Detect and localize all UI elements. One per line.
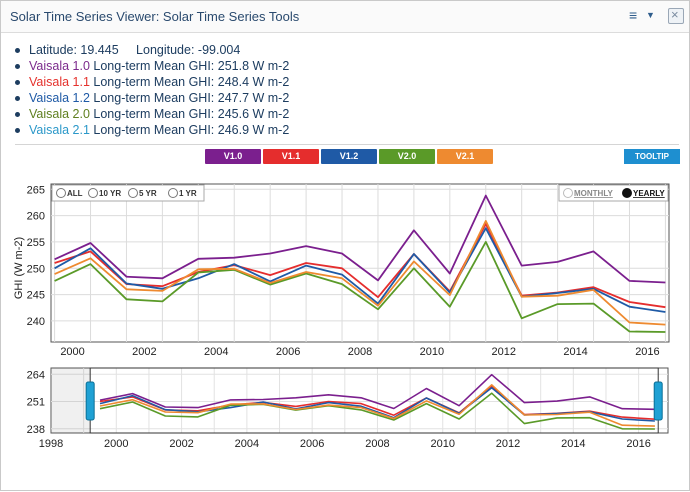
- nav-x-tick-label: 2006: [300, 438, 324, 450]
- stat-row: Vaisala 1.0 Long-term Mean GHI: 251.8 W …: [15, 58, 289, 74]
- navigator-series-v1-0: [99, 373, 655, 411]
- dataset-button-v1-0[interactable]: V1.0: [205, 149, 261, 164]
- stat-row: Vaisala 1.1 Long-term Mean GHI: 248.4 W …: [15, 74, 289, 90]
- nav-x-tick-label: 2014: [561, 438, 585, 450]
- stat-row: Vaisala 1.2 Long-term Mean GHI: 247.7 W …: [15, 90, 289, 106]
- nav-y-tick-label: 238: [27, 424, 45, 436]
- series-line-v1-2: [54, 227, 666, 313]
- hamburger-menu-button[interactable]: ≡ ▼: [629, 7, 659, 25]
- close-button[interactable]: ×: [668, 7, 684, 24]
- range-radio-5-yr[interactable]: [128, 188, 138, 198]
- mean-ghi-text: Long-term Mean GHI: 246.9 W m-2: [89, 123, 290, 137]
- range-radio-all[interactable]: [56, 188, 66, 198]
- navigator-area: [50, 367, 669, 434]
- stat-row: Vaisala 2.0 Long-term Mean GHI: 245.6 W …: [15, 106, 289, 122]
- period-radio-monthly[interactable]: [563, 188, 573, 198]
- stats-list: Latitude: 19.445 Longitude: -99.004 Vais…: [15, 42, 289, 138]
- caret-down-icon: ▼: [646, 10, 655, 20]
- x-tick-label: 2002: [132, 346, 156, 358]
- y-tick-label: 240: [27, 316, 45, 328]
- dataset-name: Vaisala 1.1: [29, 75, 90, 89]
- range-label: 10 YR: [99, 189, 121, 198]
- latitude-text: Latitude: 19.445: [29, 43, 119, 57]
- range-selector: [51, 184, 205, 202]
- title-bar: Solar Time Series Viewer: Solar Time Ser…: [1, 1, 689, 33]
- dataset-name: Vaisala 2.0: [29, 107, 90, 121]
- range-label: ALL: [67, 189, 83, 198]
- stat-row: Vaisala 2.1 Long-term Mean GHI: 246.9 W …: [15, 122, 289, 138]
- nav-x-tick-label: 2004: [235, 438, 259, 450]
- navigator-handle-right[interactable]: [653, 381, 663, 421]
- plot-area: [50, 183, 670, 343]
- navigator-series-v1-2: [99, 386, 655, 422]
- y-tick-label: 250: [27, 263, 45, 275]
- location-row: Latitude: 19.445 Longitude: -99.004: [15, 42, 289, 58]
- y-axis-label: GHI (W m-2): [13, 237, 25, 299]
- longitude-text: Longitude: -99.004: [136, 43, 241, 57]
- mean-ghi-text: Long-term Mean GHI: 247.7 W m-2: [89, 91, 290, 105]
- nav-x-tick-label: 2010: [431, 438, 455, 450]
- divider: [15, 144, 679, 145]
- nav-x-tick-label: 1998: [39, 438, 63, 450]
- range-label: 1 YR: [179, 189, 197, 198]
- y-tick-label: 265: [27, 184, 45, 196]
- x-tick-label: 2010: [420, 346, 444, 358]
- nav-x-tick-label: 2000: [104, 438, 128, 450]
- x-tick-label: 2014: [563, 346, 587, 358]
- dataset-button-v1-1[interactable]: V1.1: [263, 149, 319, 164]
- dataset-name: Vaisala 2.1: [29, 123, 90, 137]
- dataset-button-v2-0[interactable]: V2.0: [379, 149, 435, 164]
- period-label: YEARLY: [633, 189, 665, 198]
- nav-x-tick-label: 2012: [496, 438, 520, 450]
- x-tick-label: 2008: [348, 346, 372, 358]
- range-label: 5 YR: [139, 189, 157, 198]
- close-icon: ×: [671, 7, 679, 22]
- range-radio-10-yr[interactable]: [88, 188, 98, 198]
- period-label: MONTHLY: [574, 189, 613, 198]
- series-line-v2-0: [54, 240, 666, 333]
- navigator-mask-left: [52, 368, 91, 433]
- navigator-selection[interactable]: [89, 367, 659, 434]
- range-radio-1-yr[interactable]: [168, 188, 178, 198]
- window-title: Solar Time Series Viewer: Solar Time Ser…: [10, 9, 300, 24]
- navigator-series-v2-0: [99, 392, 655, 430]
- x-tick-label: 2012: [491, 346, 515, 358]
- nav-x-tick-label: 2002: [169, 438, 193, 450]
- dataset-button-v2-1[interactable]: V2.1: [437, 149, 493, 164]
- nav-y-tick-label: 251: [27, 397, 45, 409]
- x-tick-label: 2016: [635, 346, 659, 358]
- hamburger-icon: ≡: [629, 7, 638, 23]
- series-line-v1-0: [54, 194, 666, 284]
- dataset-name: Vaisala 1.0: [29, 59, 90, 73]
- y-tick-label: 255: [27, 237, 45, 249]
- mean-ghi-text: Long-term Mean GHI: 248.4 W m-2: [89, 75, 290, 89]
- period-radio-yearly[interactable]: [622, 188, 632, 198]
- period-selector: [558, 184, 669, 202]
- y-tick-label: 245: [27, 290, 45, 302]
- dataset-button-v1-2[interactable]: V1.2: [321, 149, 377, 164]
- nav-y-tick-label: 264: [27, 369, 45, 381]
- tooltip-button[interactable]: TOOLTIP: [624, 149, 680, 164]
- navigator-series-v1-1: [99, 385, 655, 420]
- nav-x-tick-label: 2008: [365, 438, 389, 450]
- navigator-series-v2-1: [99, 383, 655, 427]
- mean-ghi-text: Long-term Mean GHI: 251.8 W m-2: [89, 59, 290, 73]
- x-tick-label: 2000: [60, 346, 84, 358]
- mean-ghi-text: Long-term Mean GHI: 245.6 W m-2: [89, 107, 290, 121]
- x-tick-label: 2006: [276, 346, 300, 358]
- navigator-handle-left[interactable]: [85, 381, 95, 421]
- series-line-v1-1: [54, 223, 666, 309]
- series-line-v2-1: [54, 219, 666, 326]
- dataset-name: Vaisala 1.2: [29, 91, 90, 105]
- y-tick-label: 260: [27, 211, 45, 223]
- nav-x-tick-label: 2016: [626, 438, 650, 450]
- x-tick-label: 2004: [204, 346, 228, 358]
